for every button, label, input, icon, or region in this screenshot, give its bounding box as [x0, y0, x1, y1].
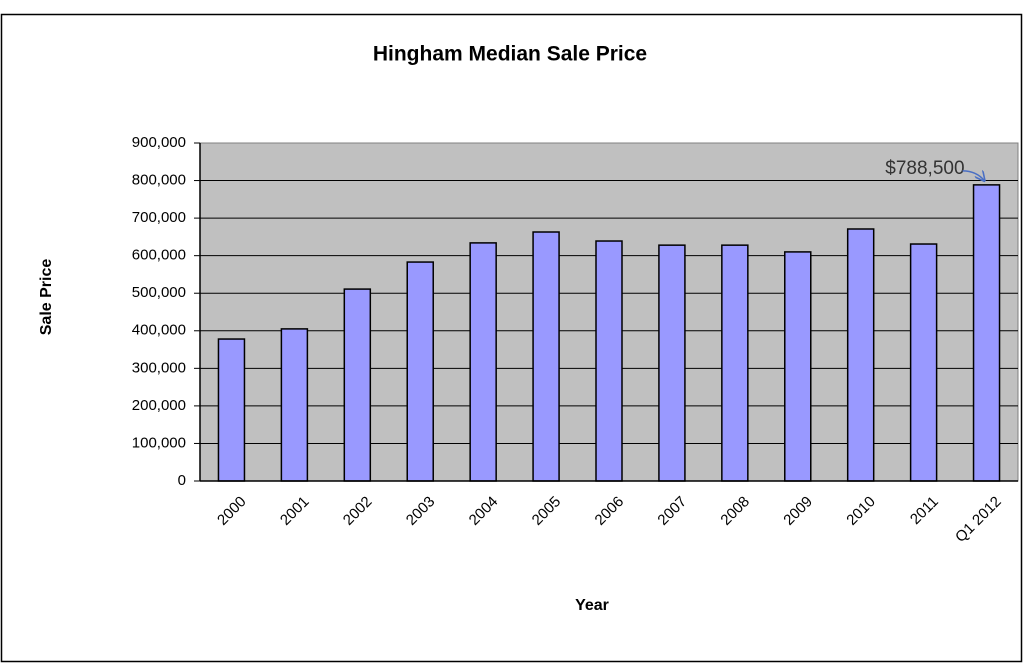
y-tick-label: 0 [178, 472, 186, 489]
bar [721, 244, 749, 482]
bar [469, 242, 497, 482]
bar [972, 184, 1001, 482]
y-tick-label: 500,000 [132, 284, 186, 301]
bar [280, 328, 309, 482]
chart-title: Hingham Median Sale Price [373, 43, 647, 66]
y-tick-label: 900,000 [132, 134, 186, 151]
bar [217, 338, 246, 482]
y-tick-label: 700,000 [132, 209, 186, 226]
bar [343, 288, 372, 482]
y-tick-label: 600,000 [132, 247, 186, 264]
plot-area: 0 100,000 200,000 300,000 400,000 500,000 600,… [132, 134, 1019, 546]
bar [595, 240, 623, 482]
y-tick-label: 100,000 [132, 434, 186, 451]
bar [658, 244, 686, 482]
y-tick-label: 300,000 [132, 359, 186, 376]
annotation-arrow [962, 170, 985, 181]
bar [846, 228, 875, 482]
bar [784, 251, 812, 482]
bar [532, 231, 560, 482]
value-label: $788,500 [885, 158, 964, 179]
bar [406, 261, 434, 482]
bar [909, 243, 938, 482]
y-axis-title: Sale Price [38, 259, 55, 336]
y-tick-label: 200,000 [132, 397, 186, 414]
x-axis-title: Year [575, 597, 609, 614]
y-tick-label: 800,000 [132, 172, 186, 189]
y-tick-label: 400,000 [132, 322, 186, 339]
